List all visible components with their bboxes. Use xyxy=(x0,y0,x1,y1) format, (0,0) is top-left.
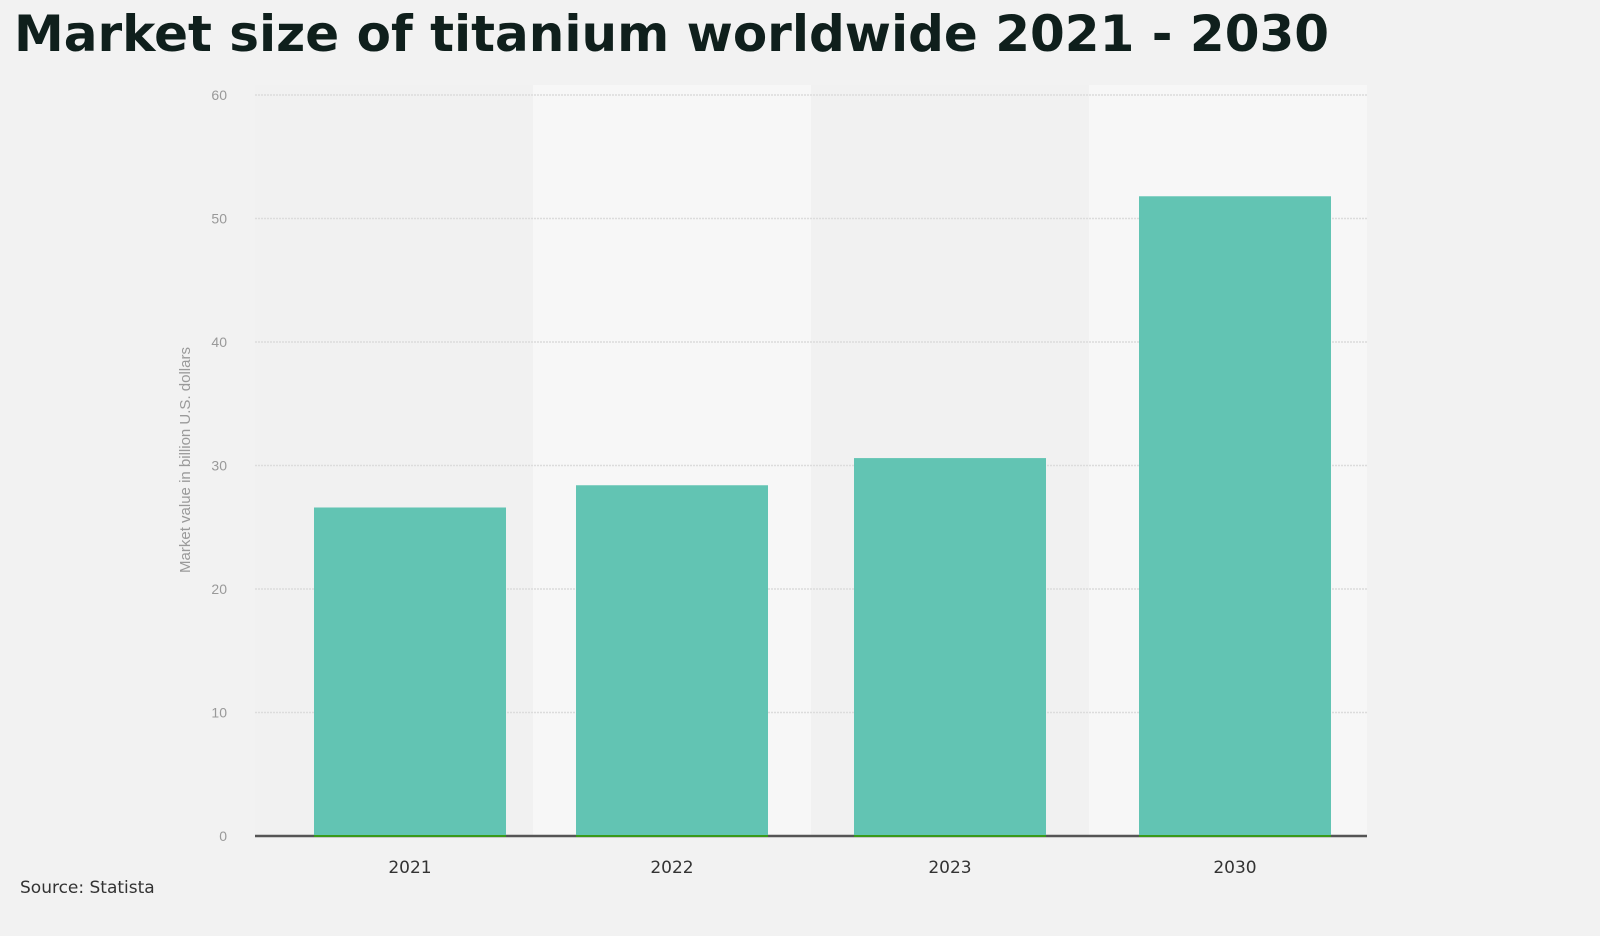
y-tick-label: 50 xyxy=(211,211,227,227)
y-tick-label: 40 xyxy=(211,334,227,350)
bar-2023 xyxy=(854,458,1046,836)
x-tick-label: 2023 xyxy=(928,858,971,878)
chart-title: Market size of titanium worldwide 2021 -… xyxy=(14,5,1330,63)
y-tick-label: 10 xyxy=(211,705,227,721)
y-tick-label: 30 xyxy=(211,458,227,474)
y-tick-label: 20 xyxy=(211,581,227,597)
x-tick-label: 2022 xyxy=(650,858,693,878)
y-tick-label: 0 xyxy=(219,828,227,844)
bar-2022 xyxy=(576,485,768,836)
x-tick-label: 2030 xyxy=(1213,858,1256,878)
y-axis-label: Market value in billion U.S. dollars xyxy=(177,347,194,573)
bar-2021 xyxy=(314,507,506,836)
x-tick-label: 2021 xyxy=(388,858,431,878)
y-tick-label: 60 xyxy=(211,87,227,103)
source-note: Source: Statista xyxy=(20,878,155,898)
bar-2030 xyxy=(1139,196,1331,836)
